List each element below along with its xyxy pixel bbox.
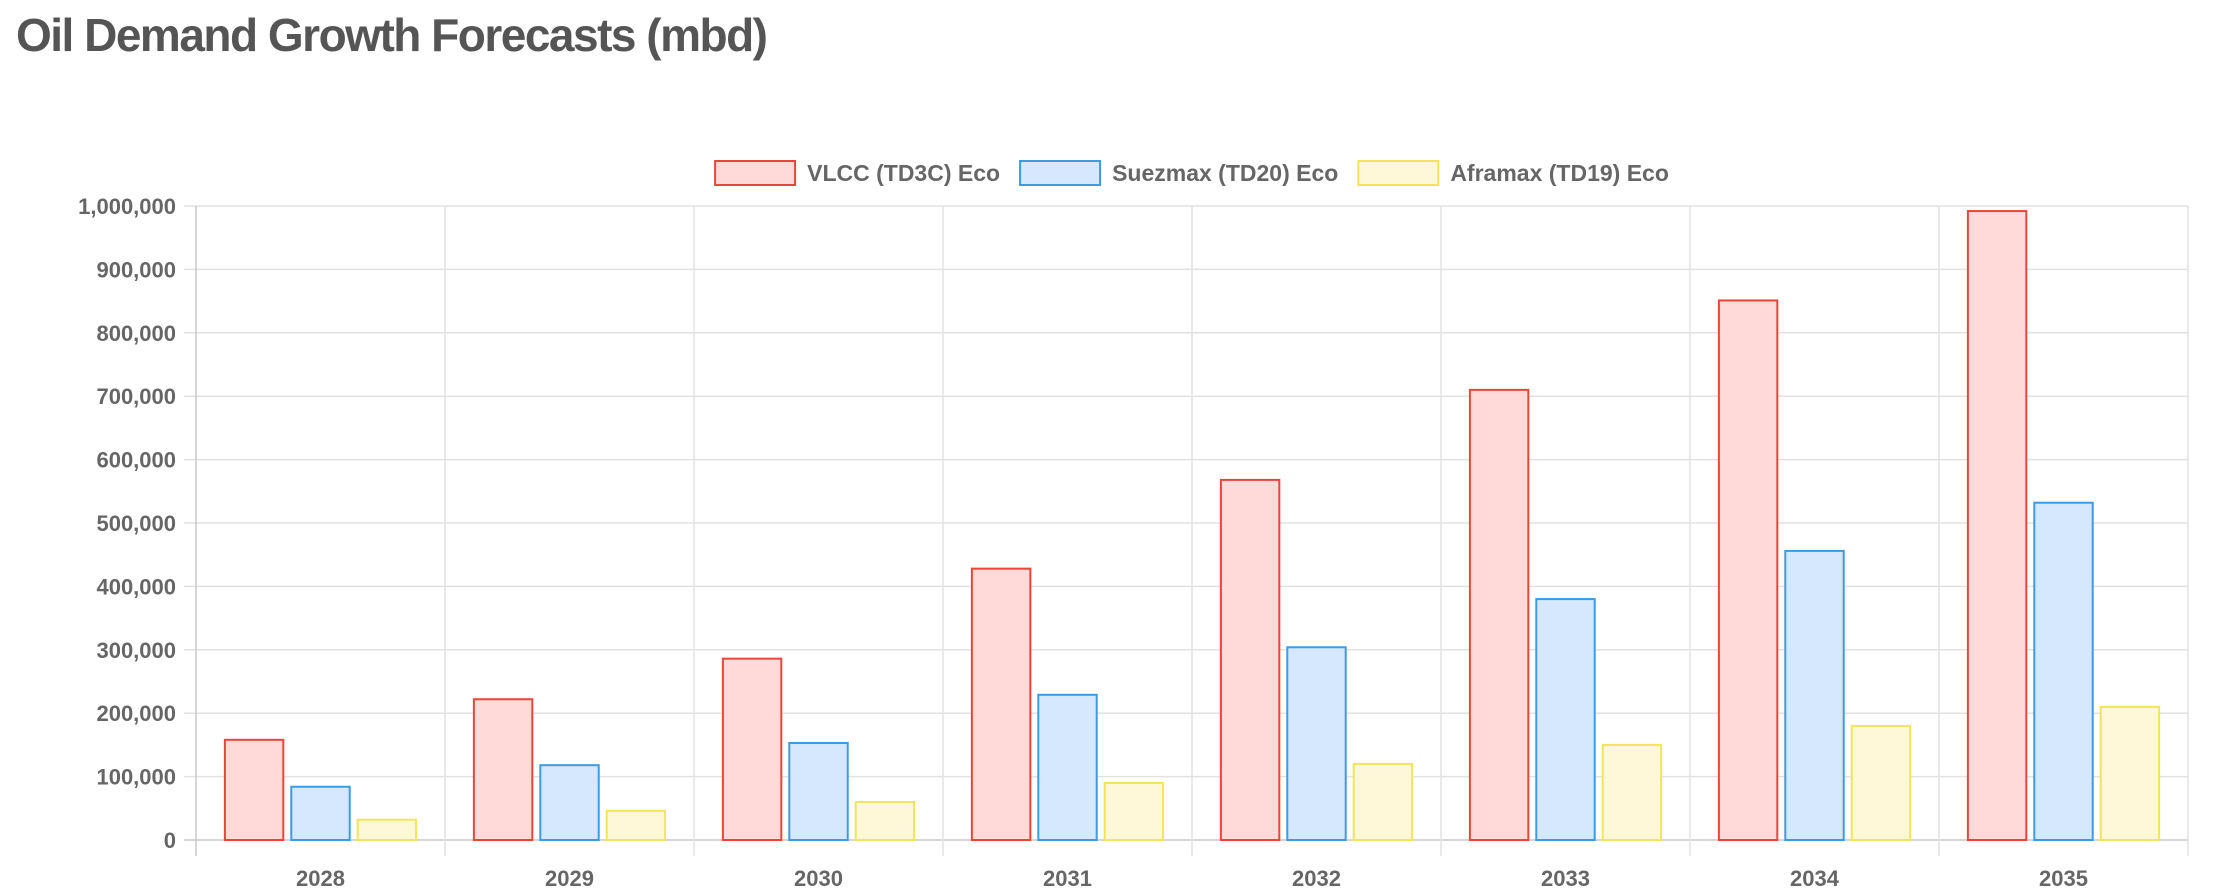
x-tick-label: 2034 (1790, 866, 1840, 891)
y-tick-label: 0 (164, 828, 176, 853)
legend-label: Suezmax (TD20) Eco (1112, 160, 1338, 186)
legend[interactable]: VLCC (TD3C) Eco Suezmax (TD20) Eco Aframax… (714, 160, 1669, 186)
x-tick-label: 2032 (1292, 866, 1341, 891)
legend-swatch (1019, 160, 1102, 186)
legend-item-series-1[interactable]: VLCC (TD3C) Eco (714, 160, 1000, 186)
legend-swatch (1357, 160, 1440, 186)
bar-2031-series-3[interactable] (1103, 781, 1165, 842)
bar-2032-series-3[interactable] (1352, 762, 1414, 841)
bar-2034-series-2[interactable] (1784, 549, 1845, 841)
bar-2033-series-1[interactable] (1468, 388, 1530, 841)
bar-2030-series-2[interactable] (788, 741, 849, 841)
bars (223, 210, 2161, 842)
bar-2029-series-1[interactable] (472, 698, 534, 842)
bar-2030-series-1[interactable] (721, 657, 783, 842)
bar-2029-series-2[interactable] (539, 764, 600, 841)
y-tick-label: 800,000 (96, 321, 176, 346)
y-tick-label: 1,000,000 (78, 194, 176, 219)
x-tick-label: 2033 (1541, 866, 1590, 891)
x-tick-label: 2029 (545, 866, 594, 891)
axes: 0 100,000 200,000 300,000 400,000 500,000 600,… (78, 194, 2088, 891)
bar-2034-series-1[interactable] (1717, 299, 1779, 841)
bar-2029-series-3[interactable] (605, 809, 667, 841)
bar-2035-series-3[interactable] (2099, 705, 2161, 841)
legend-label: VLCC (TD3C) Eco (807, 160, 1000, 186)
x-tick-label: 2035 (2039, 866, 2088, 891)
page-title: Oil Demand Growth Forecasts (mbd) (16, 9, 768, 61)
x-tick-label: 2028 (296, 866, 345, 891)
bar-2028-series-3[interactable] (356, 818, 418, 841)
legend-item-series-3[interactable]: Aframax (TD19) Eco (1357, 160, 1669, 186)
bar-2031-series-1[interactable] (970, 567, 1032, 841)
legend-label: Aframax (TD19) Eco (1450, 160, 1669, 186)
x-tick-label: 2030 (794, 866, 843, 891)
y-tick-label: 700,000 (96, 384, 176, 409)
bar-2032-series-1[interactable] (1219, 478, 1281, 841)
bar-2034-series-3[interactable] (1850, 724, 1912, 842)
legend-item-series-2[interactable]: Suezmax (TD20) Eco (1019, 160, 1338, 186)
bar-2033-series-3[interactable] (1601, 743, 1663, 842)
bar-2033-series-2[interactable] (1535, 598, 1596, 842)
bar-2028-series-2[interactable] (290, 785, 351, 842)
y-tick-label: 100,000 (96, 765, 176, 790)
bar-2032-series-2[interactable] (1286, 646, 1347, 841)
bar-2031-series-2[interactable] (1037, 693, 1098, 842)
x-tick-label: 2031 (1043, 866, 1092, 891)
bar-2035-series-2[interactable] (2033, 501, 2094, 841)
y-tick-label: 200,000 (96, 701, 176, 726)
y-tick-label: 600,000 (96, 448, 176, 473)
y-tick-label: 400,000 (96, 574, 176, 599)
y-tick-label: 500,000 (96, 511, 176, 536)
legend-swatch (714, 160, 797, 186)
bar-2028-series-1[interactable] (223, 738, 285, 841)
bar-2030-series-3[interactable] (854, 800, 916, 842)
y-tick-label: 900,000 (96, 257, 176, 282)
y-tick-label: 300,000 (96, 638, 176, 663)
bar-2035-series-1[interactable] (1966, 210, 2028, 841)
